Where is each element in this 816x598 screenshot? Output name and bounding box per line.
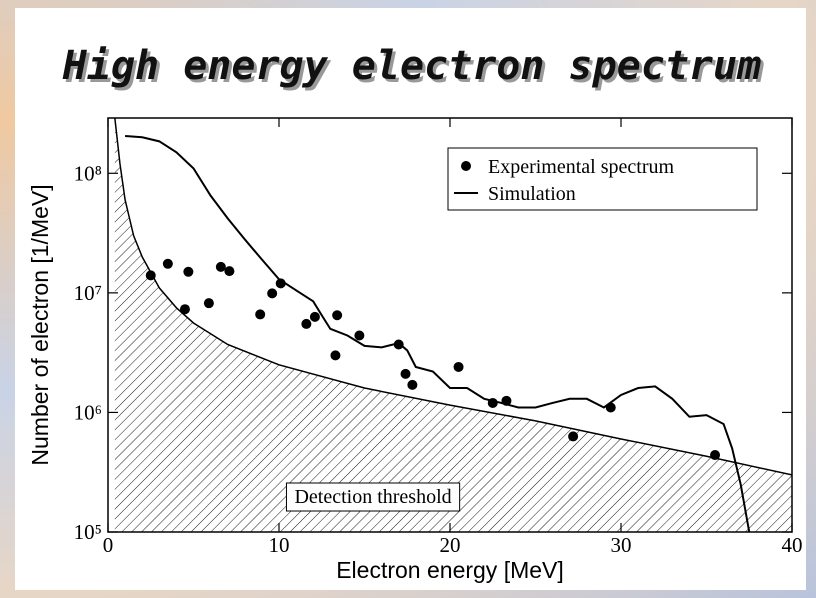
data-point	[453, 361, 464, 372]
annotation: Detection threshold	[294, 486, 451, 508]
plot-area	[114, 118, 792, 532]
threshold-curve	[114, 118, 792, 476]
data-point	[255, 309, 266, 320]
x-tick-label: 30	[611, 533, 632, 557]
data-point	[393, 339, 404, 350]
data-point	[162, 258, 173, 269]
data-point	[301, 318, 312, 329]
data-point	[400, 368, 411, 379]
data-point	[407, 379, 418, 390]
y-tick-label: 10⁷	[74, 281, 102, 305]
y-tick-label: 10⁶	[74, 400, 102, 424]
data-point	[215, 261, 226, 272]
data-point	[145, 270, 156, 281]
chart-title: High energy electron spectrum	[62, 43, 761, 89]
data-point	[183, 266, 194, 277]
data-point	[332, 310, 343, 321]
data-point	[224, 266, 235, 277]
data-point	[179, 304, 190, 315]
annotation-box	[285, 482, 461, 512]
y-tick-label: 10⁵	[74, 520, 102, 544]
data-point	[354, 330, 365, 341]
legend-label: Experimental spectrum	[488, 156, 674, 178]
data-point	[710, 450, 721, 461]
title-shadow: High energy electron spectrum	[65, 46, 764, 92]
y-tick-label: 10⁸	[74, 161, 102, 185]
data-point	[330, 350, 341, 361]
x-tick-label: 0	[103, 533, 114, 557]
x-axis-label: Electron energy [MeV]	[336, 557, 564, 583]
legend-box	[447, 147, 758, 211]
x-tick-label: 20	[440, 533, 461, 557]
data-point	[203, 298, 214, 309]
legend-marker	[461, 161, 471, 171]
threshold-area	[114, 118, 792, 532]
x-tick-label: 10	[269, 533, 290, 557]
data-point	[568, 431, 579, 442]
data-point	[309, 311, 320, 322]
legend-label: Simulation	[488, 183, 576, 205]
data-point	[267, 288, 278, 299]
y-axis-label: Number of electron [1/MeV]	[27, 184, 53, 465]
simulation-line	[125, 135, 751, 532]
x-tick-label: 40	[782, 533, 803, 557]
